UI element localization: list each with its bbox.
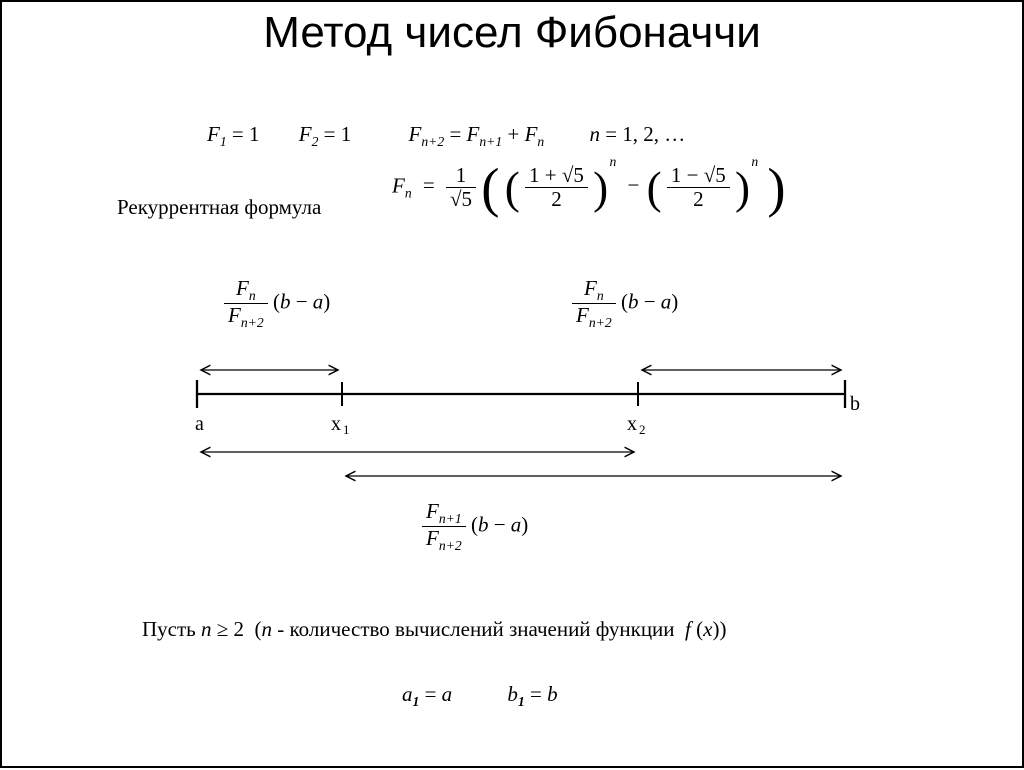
svg-text:b: b [850,393,860,415]
let-line: Пусть n ≥ 2 (n - количество вычислений з… [142,617,726,642]
segment-frac-middle: Fn+1 Fn+2 (b − a) [422,500,528,553]
let-text: Пусть [142,617,201,641]
svg-text:1: 1 [343,422,350,437]
init-line: a1 = a b1 = b [402,682,558,710]
svg-text:2: 2 [639,422,646,437]
svg-text:x: x [627,413,637,435]
svg-text:a: a [195,413,204,435]
slide: Метод чисел Фибоначчи F1 = 1 F2 = 1 Fn+2… [0,0,1024,768]
let-rest: - количество вычислений значений функции [277,617,680,641]
svg-text:x: x [331,413,341,435]
numberline-diagram: a x 1 x 2 b [2,2,1024,770]
